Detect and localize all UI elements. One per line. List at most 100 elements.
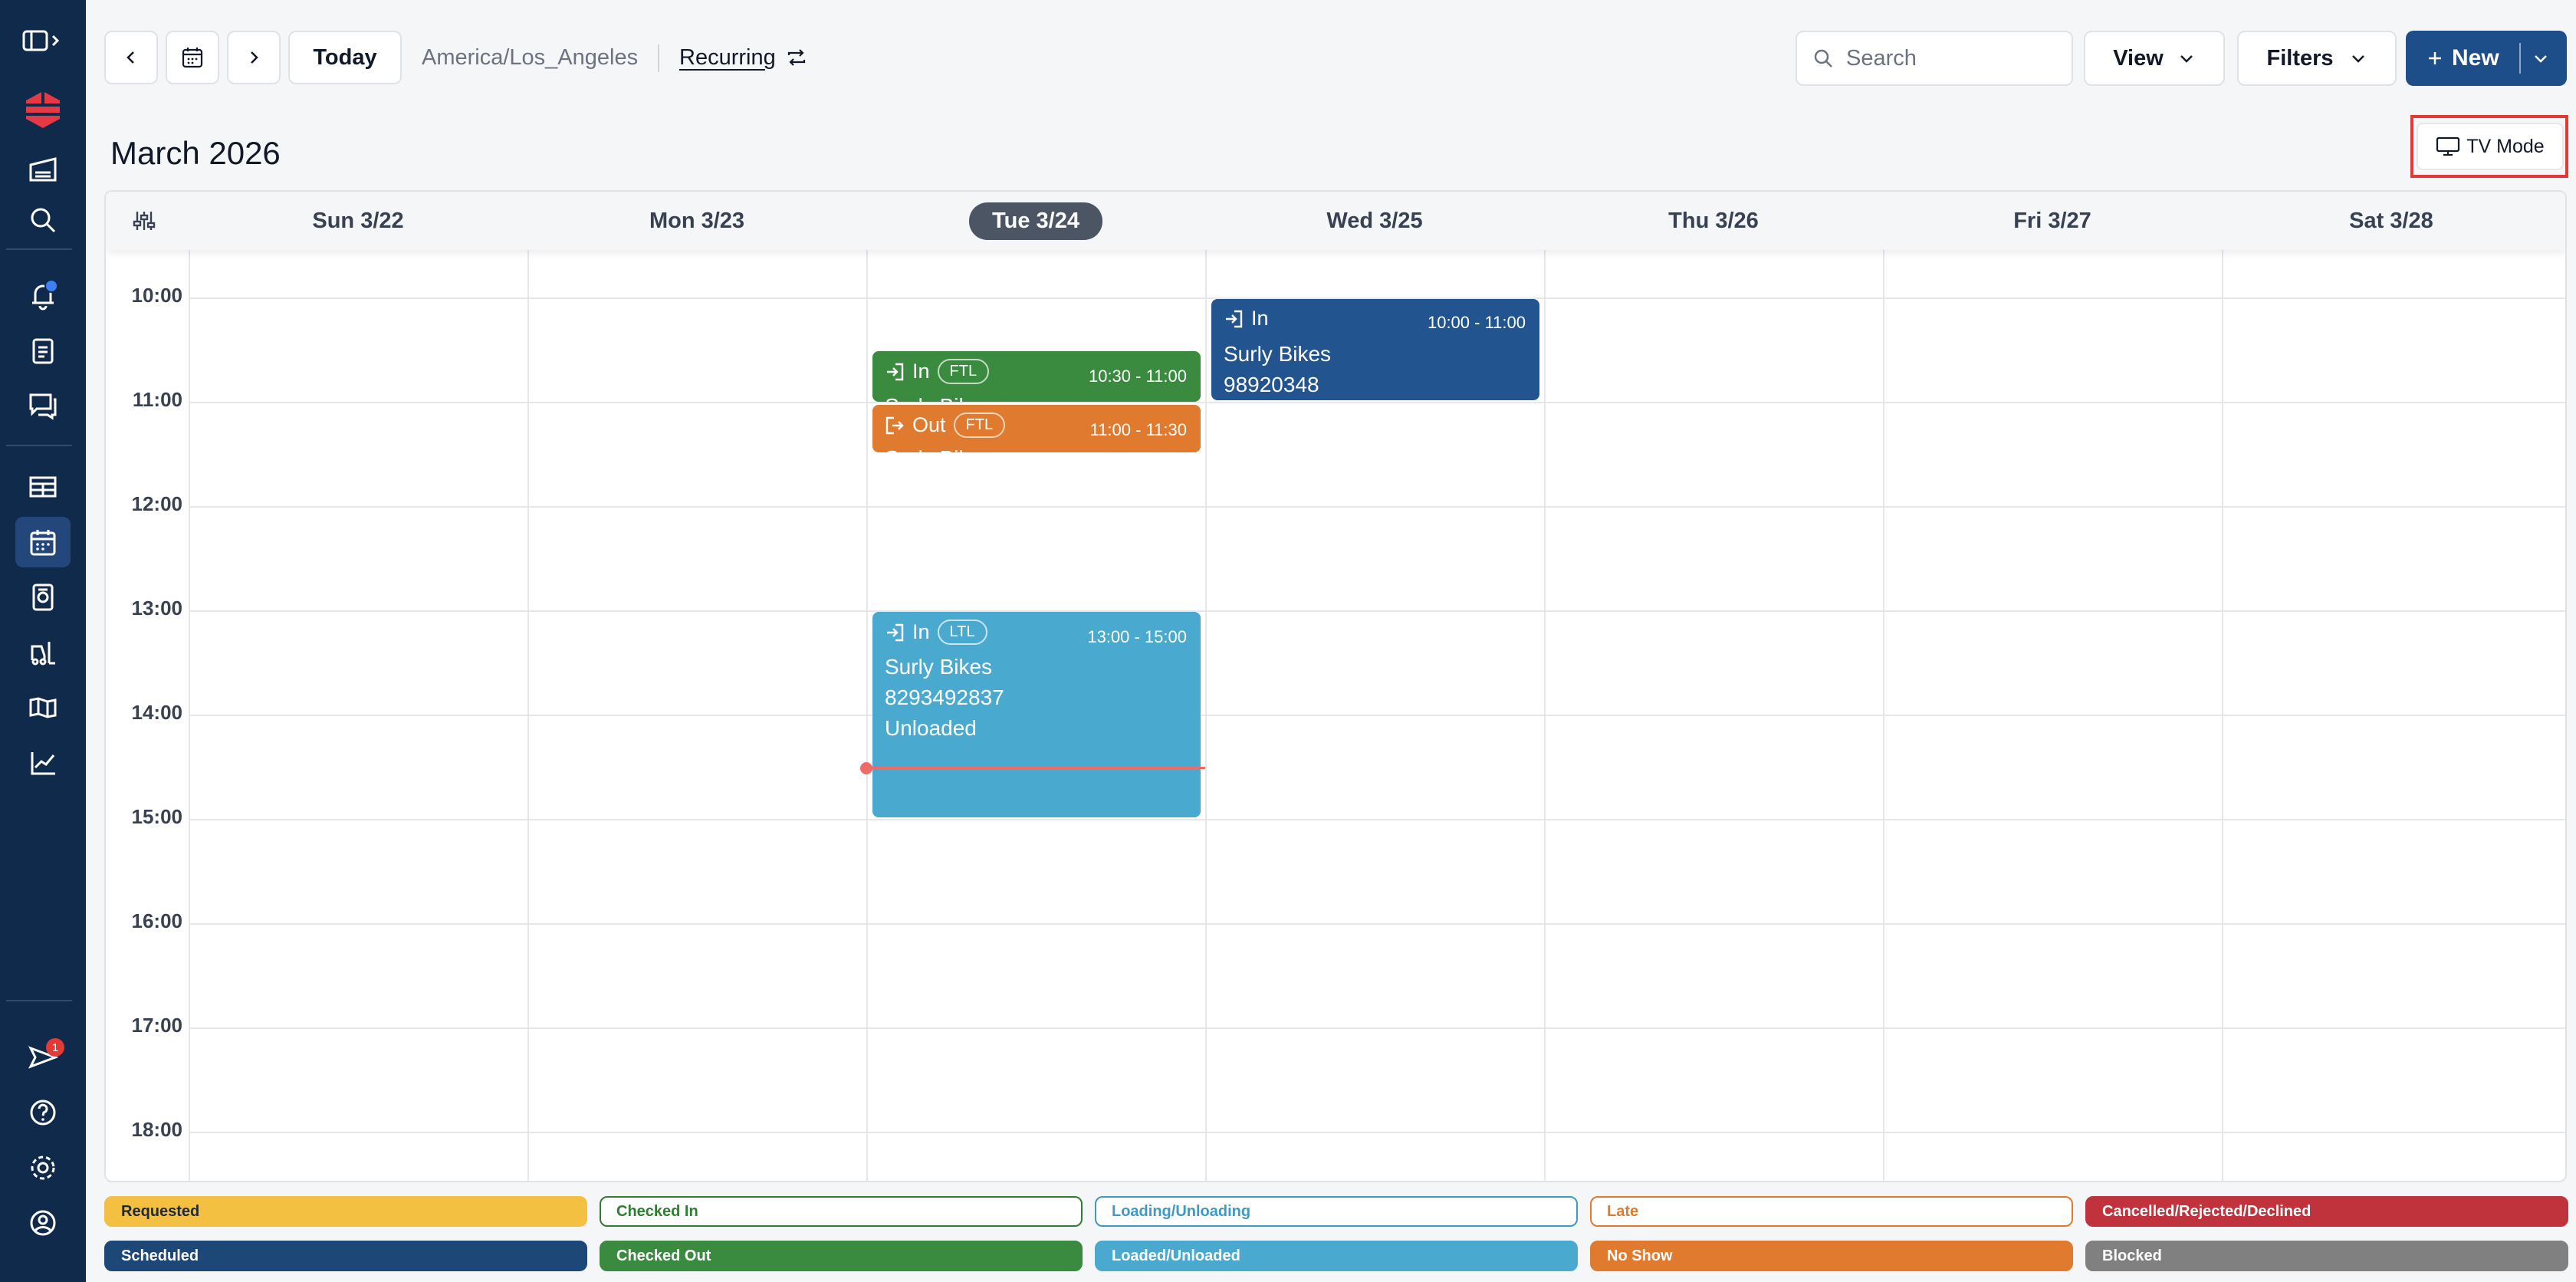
profile-icon[interactable] xyxy=(15,1198,71,1248)
search-box[interactable] xyxy=(1796,31,2073,86)
appointment-direction: Out xyxy=(912,413,946,436)
column-divider xyxy=(189,250,190,1181)
check-in-icon xyxy=(1226,310,1243,327)
hour-label: 13:00 xyxy=(131,597,183,620)
chat-icon[interactable] xyxy=(15,380,71,431)
day-header-wed[interactable]: Wed 3/25 xyxy=(1205,192,1544,250)
repeat-icon xyxy=(787,49,805,66)
check-in-icon xyxy=(887,363,904,380)
check-out-icon xyxy=(886,416,904,434)
sidebar-divider xyxy=(6,445,72,446)
column-divider xyxy=(866,250,868,1181)
hour-label: 11:00 xyxy=(132,388,182,411)
tv-mode-label: TV Mode xyxy=(2466,135,2545,157)
legend-cancelled: Cancelled/Rejected/Declined xyxy=(2085,1196,2568,1227)
column-divider xyxy=(1883,250,1884,1181)
analytics-icon[interactable] xyxy=(15,738,71,788)
legend-checked-in: Checked In xyxy=(600,1196,1083,1227)
calendar-settings-icon[interactable] xyxy=(132,209,156,233)
next-week-button[interactable] xyxy=(227,31,281,84)
sidebar-divider xyxy=(6,248,72,250)
sidebar: 1 xyxy=(0,0,86,1282)
highlight-box xyxy=(2410,115,2568,178)
appointment-carrier: Surly Bikes xyxy=(885,655,993,679)
date-picker-button[interactable] xyxy=(166,31,219,84)
day-header-sun[interactable]: Sun 3/22 xyxy=(189,192,527,250)
current-time-line xyxy=(866,767,1205,769)
help-icon[interactable] xyxy=(15,1087,71,1138)
column-divider xyxy=(1205,250,1207,1181)
carrier-icon[interactable] xyxy=(15,682,71,733)
filters-dropdown[interactable]: Filters xyxy=(2237,31,2397,86)
hour-label: 17:00 xyxy=(131,1014,183,1037)
hour-label: 15:00 xyxy=(131,805,183,828)
appointment-card[interactable]: In FTL 10:30 - 11:00 Surly Bikes xyxy=(872,351,1201,402)
hour-label: 10:00 xyxy=(131,284,183,307)
forklift-icon[interactable] xyxy=(15,627,71,678)
appointment-direction: In xyxy=(912,360,930,383)
send-icon[interactable]: 1 xyxy=(15,1032,71,1083)
new-button-divider xyxy=(2518,43,2521,74)
clipboard-icon[interactable] xyxy=(15,325,71,376)
notification-dot xyxy=(44,279,58,293)
appointment-card[interactable]: In LTL 13:00 - 15:00 Surly Bikes 8293492… xyxy=(872,612,1201,817)
legend-loaded-unloaded: Loaded/Unloaded xyxy=(1095,1241,1578,1271)
load-type-tag: FTL xyxy=(953,413,1006,438)
hour-label: 16:00 xyxy=(131,909,183,932)
legend-blocked: Blocked xyxy=(2085,1241,2568,1271)
search-icon[interactable] xyxy=(15,195,71,245)
recurring-toggle[interactable]: Recurring xyxy=(679,31,808,84)
warehouse-icon[interactable] xyxy=(15,144,71,195)
appointment-carrier: Surly Bikes xyxy=(1224,342,1332,366)
appointment-card[interactable]: Out FTL 11:00 - 11:30 Surly Bikes xyxy=(872,405,1201,452)
new-button[interactable]: New xyxy=(2406,31,2567,86)
day-header-mon[interactable]: Mon 3/23 xyxy=(527,192,866,250)
week-calendar: Sun 3/22 Mon 3/23 Tue 3/24 Wed 3/25 Thu … xyxy=(104,190,2567,1182)
main-area: Today America/Los_Angeles Recurring View… xyxy=(86,0,2576,1282)
settings-icon[interactable] xyxy=(15,1142,71,1193)
appointment-direction: In xyxy=(912,620,930,643)
today-button[interactable]: Today xyxy=(288,31,402,84)
appointment-card[interactable]: In 10:00 - 11:00 Surly Bikes 98920348 xyxy=(1211,299,1539,400)
day-header-fri[interactable]: Fri 3/27 xyxy=(1883,192,2222,250)
day-header-thu[interactable]: Thu 3/26 xyxy=(1544,192,1883,250)
calendar-header: Sun 3/22 Mon 3/23 Tue 3/24 Wed 3/25 Thu … xyxy=(106,192,2565,250)
day-header-tue[interactable]: Tue 3/24 xyxy=(866,192,1205,250)
hour-label: 14:00 xyxy=(131,701,183,724)
hour-label: 12:00 xyxy=(131,492,183,515)
day-header-sat[interactable]: Sat 3/28 xyxy=(2222,192,2561,250)
prev-week-button[interactable] xyxy=(104,31,158,84)
today-day-label: Tue 3/24 xyxy=(969,202,1102,240)
calendar-icon xyxy=(182,48,203,68)
timezone-selector[interactable]: America/Los_Angeles xyxy=(422,44,639,70)
day-label: Thu 3/26 xyxy=(1668,208,1759,233)
toolbar-divider xyxy=(658,44,659,72)
bell-icon[interactable] xyxy=(15,270,71,320)
legend-scheduled: Scheduled xyxy=(104,1241,587,1271)
dock-icon[interactable] xyxy=(15,462,71,512)
chevron-down-icon[interactable] xyxy=(2532,49,2550,67)
yard-icon[interactable] xyxy=(15,572,71,623)
calendar-icon[interactable] xyxy=(15,517,71,567)
load-type-tag: FTL xyxy=(937,359,990,384)
sidebar-toggle-icon[interactable] xyxy=(15,15,71,66)
view-dropdown[interactable]: View xyxy=(2084,31,2225,86)
hour-line xyxy=(189,297,2565,299)
new-label: New xyxy=(2452,45,2499,71)
day-label: Wed 3/25 xyxy=(1326,208,1423,233)
appointment-direction: In xyxy=(1251,307,1269,330)
column-divider xyxy=(2222,250,2223,1181)
hour-line xyxy=(189,1027,2565,1029)
appointment-carrier: Surly Bikes xyxy=(885,446,992,452)
search-input[interactable] xyxy=(1845,44,2062,72)
tv-mode-button[interactable]: TV Mode xyxy=(2417,123,2564,170)
legend-checked-out: Checked Out xyxy=(600,1241,1083,1271)
appointment-reference: 8293492837 xyxy=(885,685,1004,709)
appointment-time: 13:00 - 15:00 xyxy=(1087,627,1187,646)
chevron-left-icon xyxy=(127,51,134,64)
plus-icon xyxy=(2429,52,2441,64)
month-title: March 2026 xyxy=(110,135,281,171)
view-label: View xyxy=(2113,45,2164,71)
appointment-time: 10:30 - 11:00 xyxy=(1088,367,1187,386)
legend-loading-unloading: Loading/Unloading xyxy=(1095,1196,1578,1227)
